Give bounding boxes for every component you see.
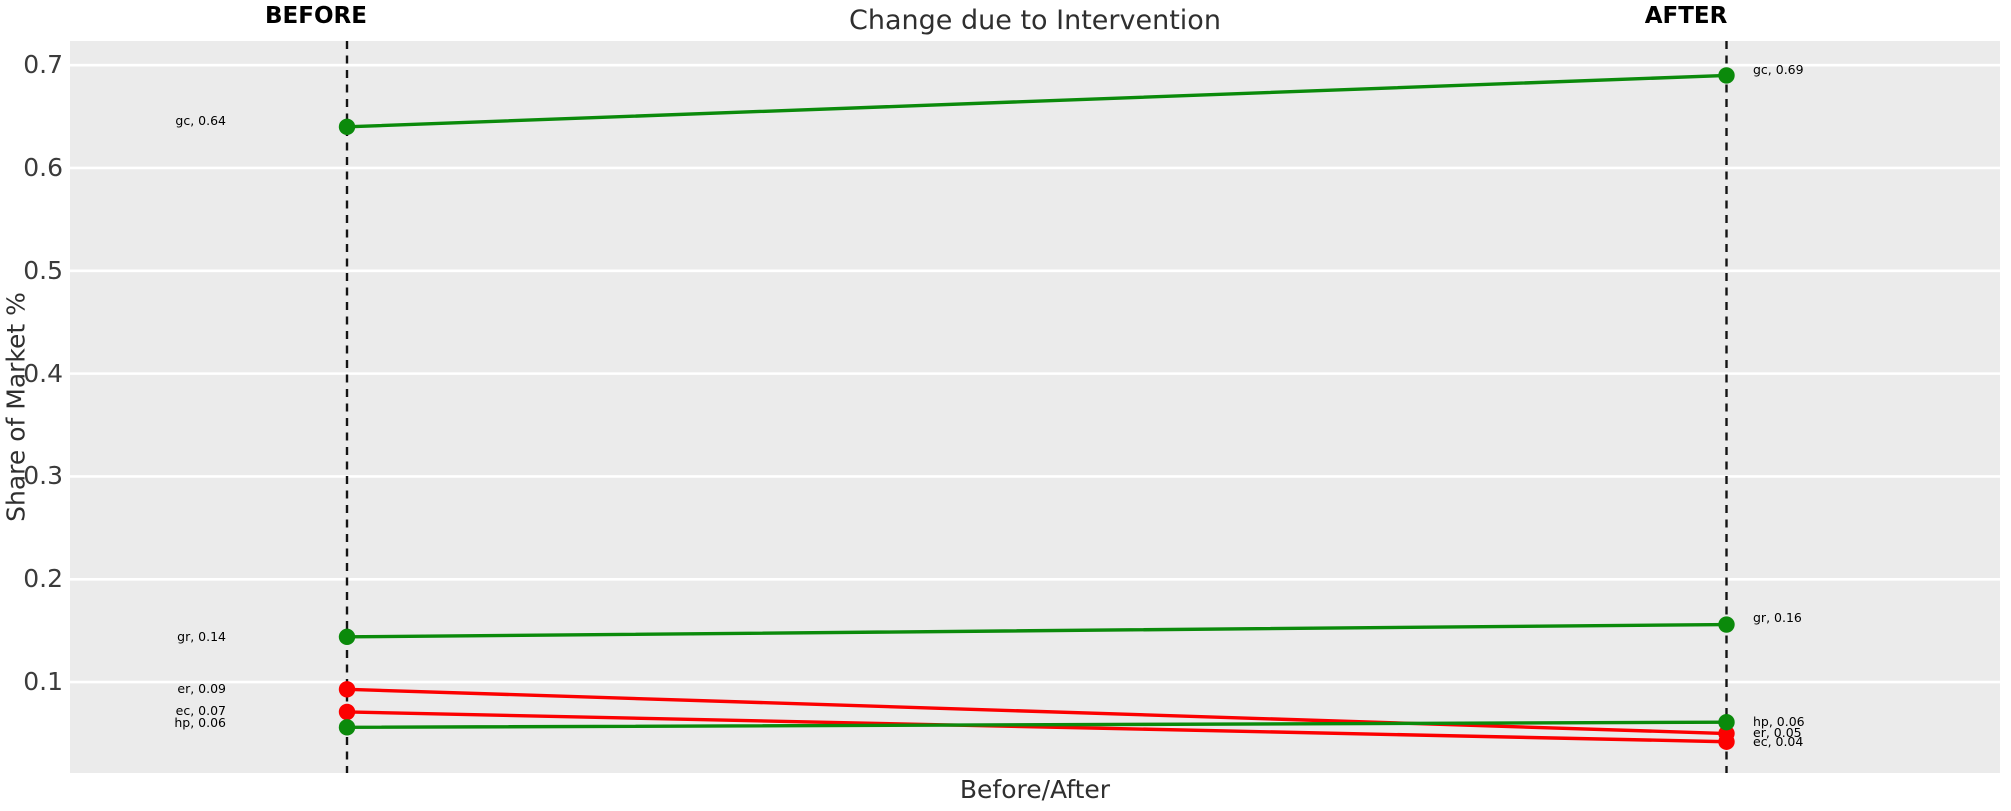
x-axis-label: Before/After xyxy=(959,775,1111,804)
point-label-gr-before: gr, 0.14 xyxy=(177,629,226,645)
point-ec-after xyxy=(1718,733,1735,750)
point-label-hp-before: hp, 0.06 xyxy=(174,714,226,730)
point-gc-before xyxy=(338,118,356,136)
slope-line-gr xyxy=(345,622,1729,639)
slope-chart-svg xyxy=(70,41,2000,773)
y-tick-label: 0.6 xyxy=(23,152,63,182)
point-gr-after xyxy=(1718,616,1735,633)
point-label-hp-after: hp, 0.06 xyxy=(1753,714,1805,730)
slope-line-er xyxy=(345,687,1729,736)
plot-area xyxy=(70,41,2000,773)
point-gc-after xyxy=(1718,67,1735,84)
point-label-ec-before: ec, 0.07 xyxy=(175,703,226,719)
point-label-gc-before: gc, 0.64 xyxy=(175,112,226,128)
slope-line-hp xyxy=(345,720,1729,730)
column-header-after: AFTER xyxy=(1644,3,1728,29)
point-label-er-before: er, 0.09 xyxy=(177,680,226,696)
y-tick-label: 0.2 xyxy=(23,564,63,594)
point-label-gc-after: gc, 0.69 xyxy=(1753,62,1804,78)
y-tick-label: 0.7 xyxy=(23,50,63,80)
point-label-gr-after: gr, 0.16 xyxy=(1753,610,1802,626)
point-gr-before xyxy=(338,628,356,646)
y-tick-label: 0.3 xyxy=(23,461,63,491)
slope-line-ec xyxy=(345,710,1729,744)
point-hp-before xyxy=(338,719,356,736)
y-tick-label: 0.5 xyxy=(23,255,63,285)
point-er-before xyxy=(338,681,356,698)
y-tick-label: 0.4 xyxy=(23,358,63,388)
point-hp-after xyxy=(1718,714,1735,731)
column-header-before: BEFORE xyxy=(265,3,367,29)
point-label-ec-after: ec, 0.04 xyxy=(1753,734,1804,750)
point-ec-before xyxy=(338,703,356,721)
chart-title: Change due to Intervention xyxy=(849,5,1221,36)
y-tick-label: 0.1 xyxy=(23,667,63,697)
point-label-er-after: er, 0.05 xyxy=(1753,725,1802,741)
slope-line-gc xyxy=(345,73,1729,129)
